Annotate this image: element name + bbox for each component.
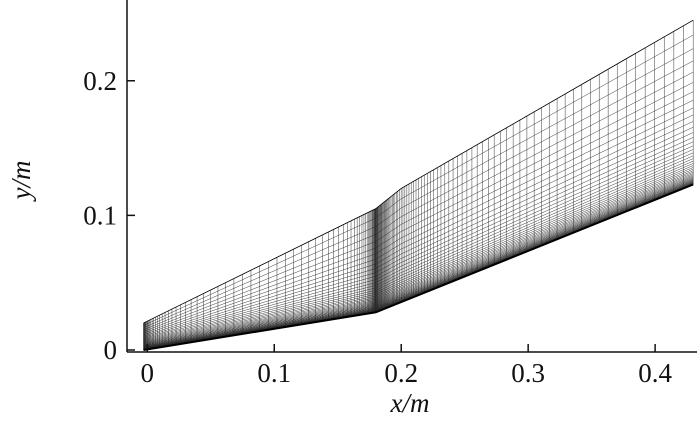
mesh-line (143, 137, 694, 343)
x-tick-label: 0.2 (384, 358, 418, 388)
mesh-line (143, 48, 694, 328)
mesh-line (143, 163, 694, 347)
x-tick-label: 0.3 (511, 358, 545, 388)
mesh-line (143, 160, 694, 347)
mesh-line (143, 165, 694, 348)
mesh-line (143, 174, 694, 349)
mesh-line (143, 171, 694, 349)
x-axis-title: x/m (390, 388, 430, 418)
mesh-line (143, 132, 694, 342)
wall-boundary (143, 183, 694, 351)
mesh-line (143, 114, 694, 339)
mesh-line (143, 34, 694, 326)
mesh-line (143, 175, 694, 349)
y-tick-label: 0 (104, 335, 118, 365)
mesh-line (143, 173, 694, 349)
mesh (143, 19, 694, 351)
x-tick-label: 0 (141, 358, 155, 388)
mesh-line (143, 121, 694, 340)
mesh-line (143, 167, 694, 348)
y-tick-label: 0.1 (83, 200, 117, 230)
mesh-line (143, 126, 694, 341)
mesh-line (143, 176, 694, 349)
x-tick-label: 0.4 (638, 358, 672, 388)
mesh-line (143, 158, 694, 346)
mesh-line (143, 91, 694, 335)
mesh-line (143, 60, 694, 330)
mesh-line (143, 145, 694, 344)
mesh-line (143, 82, 694, 334)
mesh-line (143, 170, 694, 348)
mesh-line (143, 168, 694, 348)
mesh-line (143, 99, 694, 337)
mesh-line (143, 71, 694, 332)
mesh-line (143, 155, 694, 346)
mesh-line (143, 107, 694, 338)
outer-boundary (143, 19, 694, 324)
mesh-line (143, 152, 694, 346)
x-tick-label: 0.1 (257, 358, 291, 388)
y-tick-label: 0.2 (83, 66, 117, 96)
mesh-line (143, 19, 694, 324)
mesh-line (143, 141, 694, 344)
mesh-line (143, 149, 694, 345)
y-axis-title: y/m (6, 161, 36, 203)
